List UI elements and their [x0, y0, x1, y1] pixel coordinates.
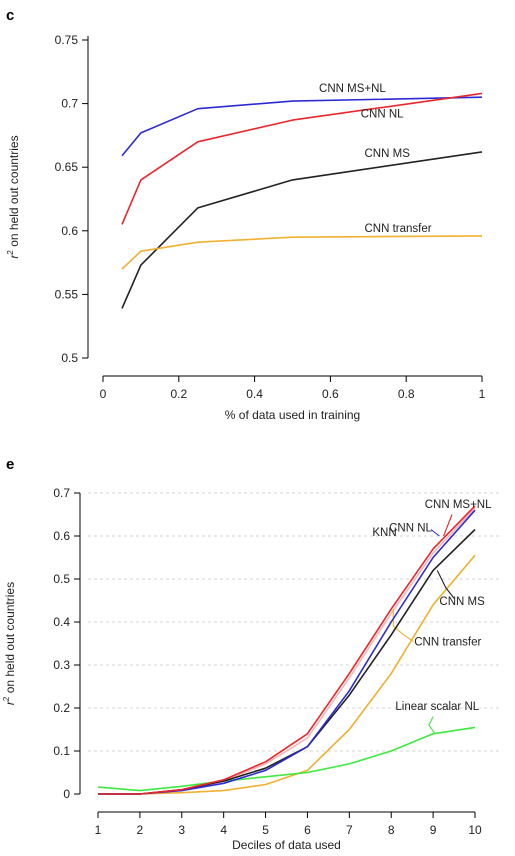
y-tick-label: 0.6 — [53, 529, 70, 543]
y-tick-label: 0.6 — [61, 224, 78, 238]
series-label-cnn-transfer: CNN transfer — [365, 223, 432, 235]
y-tick-label: 0.5 — [53, 572, 70, 586]
y-axis-title-superscript: 2 — [2, 696, 11, 701]
series-pointer-cnn-nl — [430, 529, 440, 537]
y-axis-title-text: on held out countries — [3, 582, 17, 697]
y-tick-label: 0 — [63, 787, 70, 801]
series-pointer-linear-scalar-nl — [428, 716, 436, 735]
y-axis-title-variable: r — [7, 254, 21, 259]
x-tick-label: 0.6 — [322, 387, 339, 401]
series-cnn-transfer: CNN transfer — [98, 554, 482, 795]
x-axis-title: % of data used in training — [225, 408, 360, 422]
series-line-cnn-transfer — [121, 235, 483, 270]
y-axis-title-text: on held out countries — [7, 135, 21, 250]
series-label-cnn-ms-nl: CNN MS+NL — [425, 499, 492, 511]
series-label-cnn-nl: CNN NL — [389, 523, 432, 535]
series-label-cnn-transfer: CNN transfer — [414, 637, 481, 649]
y-axis-title: r2 on held out countries — [6, 135, 21, 258]
series-line-cnn-ms-nl — [98, 505, 476, 795]
series-line-linear-scalar-nl — [97, 726, 476, 792]
chart-panel-c: c 0.5 0.55 0.6 0.65 0.7 0.75 0 0.2 0.4 0.6 0.8 1 % of… — [6, 7, 486, 422]
x-tick-label: 7 — [346, 823, 353, 837]
y-tick-label: 0.3 — [53, 658, 70, 672]
y-axis-title-variable: r — [3, 700, 17, 705]
chart-panel-e: e 0 0.1 0.2 0.3 0.4 0.5 0.6 0.7 1 2 3 4 5 6 7 8 9 10 Decile… — [2, 456, 500, 852]
series-line-cnn-transfer — [98, 554, 476, 795]
series-cnn-nl: CNN NL — [121, 92, 483, 225]
x-tick-label: 9 — [430, 823, 437, 837]
x-tick-label: 5 — [262, 823, 269, 837]
series-cnn-ms: CNN MS — [98, 528, 485, 795]
x-tick-label: 0 — [100, 387, 107, 401]
series-line-cnn-ms — [121, 151, 483, 309]
y-tick-label: 0.4 — [53, 615, 70, 629]
series-label-cnn-ms: CNN MS — [365, 148, 411, 160]
series-pointer-cnn-ms — [436, 570, 455, 599]
panel-letter: e — [6, 456, 14, 473]
series-cnn-ms-nl: CNN MS+NL — [121, 83, 483, 157]
series-linear-scalar-nl: Linear scalar NL — [97, 701, 480, 792]
y-axis-title: r2 on held out countries — [2, 582, 17, 705]
x-tick-label: 10 — [468, 823, 482, 837]
x-tick-label: 0.8 — [398, 387, 415, 401]
x-tick-label: 6 — [304, 823, 311, 837]
x-tick-label: 1 — [95, 823, 102, 837]
y-tick-label: 0.2 — [53, 701, 70, 715]
x-tick-label: 3 — [178, 823, 185, 837]
series-line-cnn-ms-nl — [121, 96, 483, 157]
x-axis-title: Deciles of data used — [232, 838, 341, 852]
series-cnn-transfer: CNN transfer — [121, 223, 483, 270]
y-tick-label: 0.55 — [55, 287, 79, 301]
series-label-cnn-ms: CNN MS — [439, 596, 485, 608]
x-tick-label: 1 — [479, 387, 486, 401]
series-pointer-cnn-ms-nl — [443, 514, 453, 537]
x-tick-label: 0.4 — [246, 387, 263, 401]
series-label-cnn-ms-nl: CNN MS+NL — [319, 83, 386, 95]
series-label-knn: KNN — [372, 527, 396, 539]
series-label-cnn-nl: CNN NL — [361, 109, 404, 121]
y-tick-label: 0.75 — [55, 33, 79, 47]
y-axis-title-superscript: 2 — [6, 250, 15, 255]
y-tick-label: 0.7 — [61, 97, 78, 111]
y-tick-label: 0.5 — [61, 351, 78, 365]
x-tick-label: 4 — [220, 823, 227, 837]
series-cnn-ms-nl: CNN MS+NL — [98, 499, 492, 795]
x-tick-label: 8 — [388, 823, 395, 837]
y-tick-label: 0.65 — [55, 160, 79, 174]
y-tick-label: 0.1 — [53, 744, 70, 758]
series-cnn-ms: CNN MS — [121, 148, 483, 309]
series-line-cnn-nl — [121, 92, 483, 225]
x-tick-label: 2 — [137, 823, 144, 837]
panel-letter: c — [6, 7, 14, 24]
y-tick-label: 0.7 — [53, 486, 70, 500]
x-tick-label: 0.2 — [170, 387, 187, 401]
series-label-linear-scalar-nl: Linear scalar NL — [395, 701, 479, 713]
